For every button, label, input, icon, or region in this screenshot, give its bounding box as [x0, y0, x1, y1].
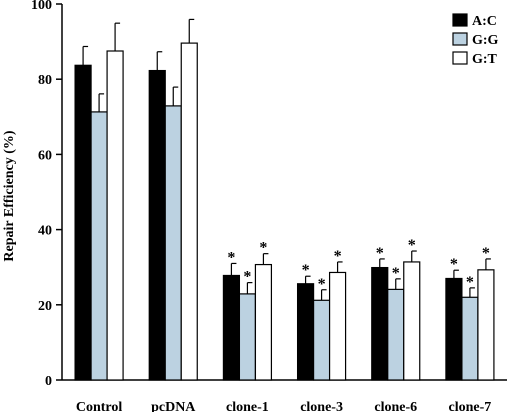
significance-marker: * [318, 276, 326, 293]
category-label: clone-7 [449, 400, 492, 412]
bar-clone-6-G:G [387, 288, 405, 381]
category-label: pcDNA [151, 400, 196, 412]
bar-clone-1-A:C [222, 274, 241, 381]
y-axis-title: Repair Efficiency (%) [2, 130, 17, 261]
bar-clone-6-G:T [403, 261, 421, 381]
bar-clone-3-G:G [312, 299, 331, 381]
significance-marker: * [227, 249, 235, 266]
category-label: clone-1 [226, 400, 269, 412]
legend-swatch [452, 51, 468, 65]
significance-marker: * [482, 245, 490, 262]
y-tick-label: 40 [38, 224, 52, 239]
legend-swatch [452, 32, 468, 46]
bar-clone-1-G:G [238, 293, 257, 381]
bar-Control-A:C [74, 64, 92, 381]
bar-clone-6-A:C [371, 266, 389, 381]
significance-marker: * [408, 237, 416, 254]
bar-Control-G:G [90, 111, 108, 381]
y-tick-label: 80 [38, 73, 52, 88]
legend-label: G:G [472, 33, 499, 48]
significance-marker: * [302, 262, 310, 279]
legend: A:C G:G G:T [452, 13, 499, 67]
bar-clone-3-G:T [328, 271, 347, 381]
bar-pcDNA-G:G [164, 105, 182, 381]
significance-marker: * [450, 256, 458, 273]
category-label: clone-6 [374, 400, 417, 412]
significance-marker: * [466, 274, 474, 291]
significance-marker: * [392, 265, 400, 282]
category-label: clone-3 [300, 400, 343, 412]
bar-clone-1-G:T [254, 263, 273, 381]
bar-Control-G:T [106, 50, 124, 381]
bar-pcDNA-A:C [148, 69, 166, 381]
bar-pcDNA-G:T [180, 42, 198, 381]
y-tick-label: 20 [38, 299, 52, 314]
y-tick-label: 60 [38, 148, 52, 163]
legend-label: A:C [472, 14, 497, 29]
significance-marker: * [243, 269, 251, 286]
category-label: Control [76, 400, 123, 412]
bar-clone-3-A:C [296, 283, 315, 381]
bar-clone-7-G:G [461, 296, 479, 381]
significance-marker: * [334, 248, 342, 265]
legend-swatch [452, 13, 468, 27]
significance-marker: * [259, 240, 267, 257]
significance-marker: * [376, 245, 384, 262]
bar-clone-7-G:T [477, 269, 495, 381]
legend-label: G:T [472, 52, 498, 67]
bar-clone-7-A:C [445, 277, 463, 381]
y-tick-label: 0 [45, 374, 52, 389]
y-tick-label: 100 [31, 0, 52, 13]
